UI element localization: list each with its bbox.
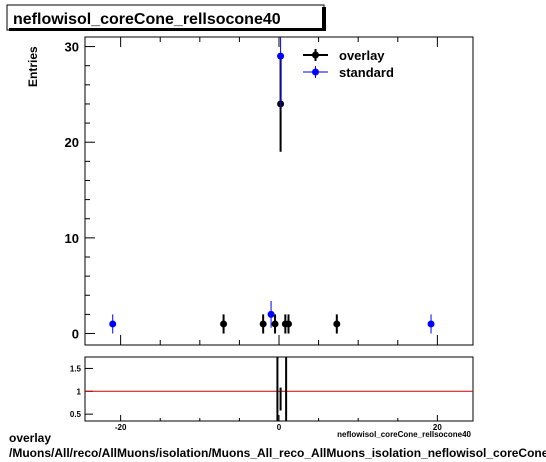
overlay-point — [220, 320, 228, 328]
standard-point — [109, 320, 117, 328]
ratio-point — [276, 390, 279, 393]
ratio-tick-labels: 0.5 1 1.5 -20 0 20 — [70, 364, 442, 432]
standard-point — [427, 320, 435, 328]
ratio-x-tick-label: 0 — [277, 423, 282, 432]
main-y-tick-labels: 0 10 20 30 — [65, 40, 79, 342]
title-box — [6, 4, 325, 31]
overlay-point — [259, 320, 267, 328]
main-plot-marks — [109, 37, 435, 334]
y-tick-label: 10 — [65, 231, 79, 246]
footer-line-2: /Muons/All/reco/AllMuons/isolation/Muons… — [9, 446, 546, 460]
y-tick-label: 20 — [65, 135, 79, 150]
ratio-y-tick-label: 1.5 — [70, 364, 82, 373]
ratio-point — [279, 398, 282, 401]
standard-point — [267, 310, 275, 318]
overlay-point — [271, 320, 279, 328]
footer-line-1: overlay — [9, 431, 51, 445]
overlay-point — [285, 320, 293, 328]
ratio-y-tick-label: 1 — [77, 387, 82, 396]
main-axis-ticks — [85, 37, 438, 345]
ratio-y-tick-label: 0.5 — [70, 410, 82, 419]
ratio-plot-marks — [85, 357, 473, 421]
ratio-plot-frame — [84, 356, 474, 422]
main-plot-frame — [84, 36, 474, 346]
ratio-x-axis-title: neflowisol_coreCone_rellsocone40 — [337, 430, 471, 439]
chart-title: neflowisol_coreCone_rellsocone40 — [13, 11, 281, 28]
legend: overlay standard — [303, 48, 394, 80]
legend-standard-label: standard — [339, 65, 394, 80]
overlay-point — [333, 320, 341, 328]
title-box-shadow — [9, 28, 326, 31]
ratio-point — [285, 390, 288, 393]
ratio-x-tick-label: -20 — [115, 423, 127, 432]
y-tick-label: 0 — [72, 327, 79, 342]
ratio-axis-ticks — [85, 367, 438, 421]
title-box-shadow-right — [322, 7, 326, 31]
y-tick-label: 30 — [65, 40, 79, 55]
legend-standard-marker — [312, 68, 319, 76]
ratio-x-tick-label: 20 — [433, 423, 442, 432]
legend-overlay-marker — [312, 51, 319, 59]
y-axis-title: Entries — [26, 46, 40, 87]
standard-point — [277, 52, 285, 60]
legend-overlay-label: overlay — [339, 48, 385, 63]
